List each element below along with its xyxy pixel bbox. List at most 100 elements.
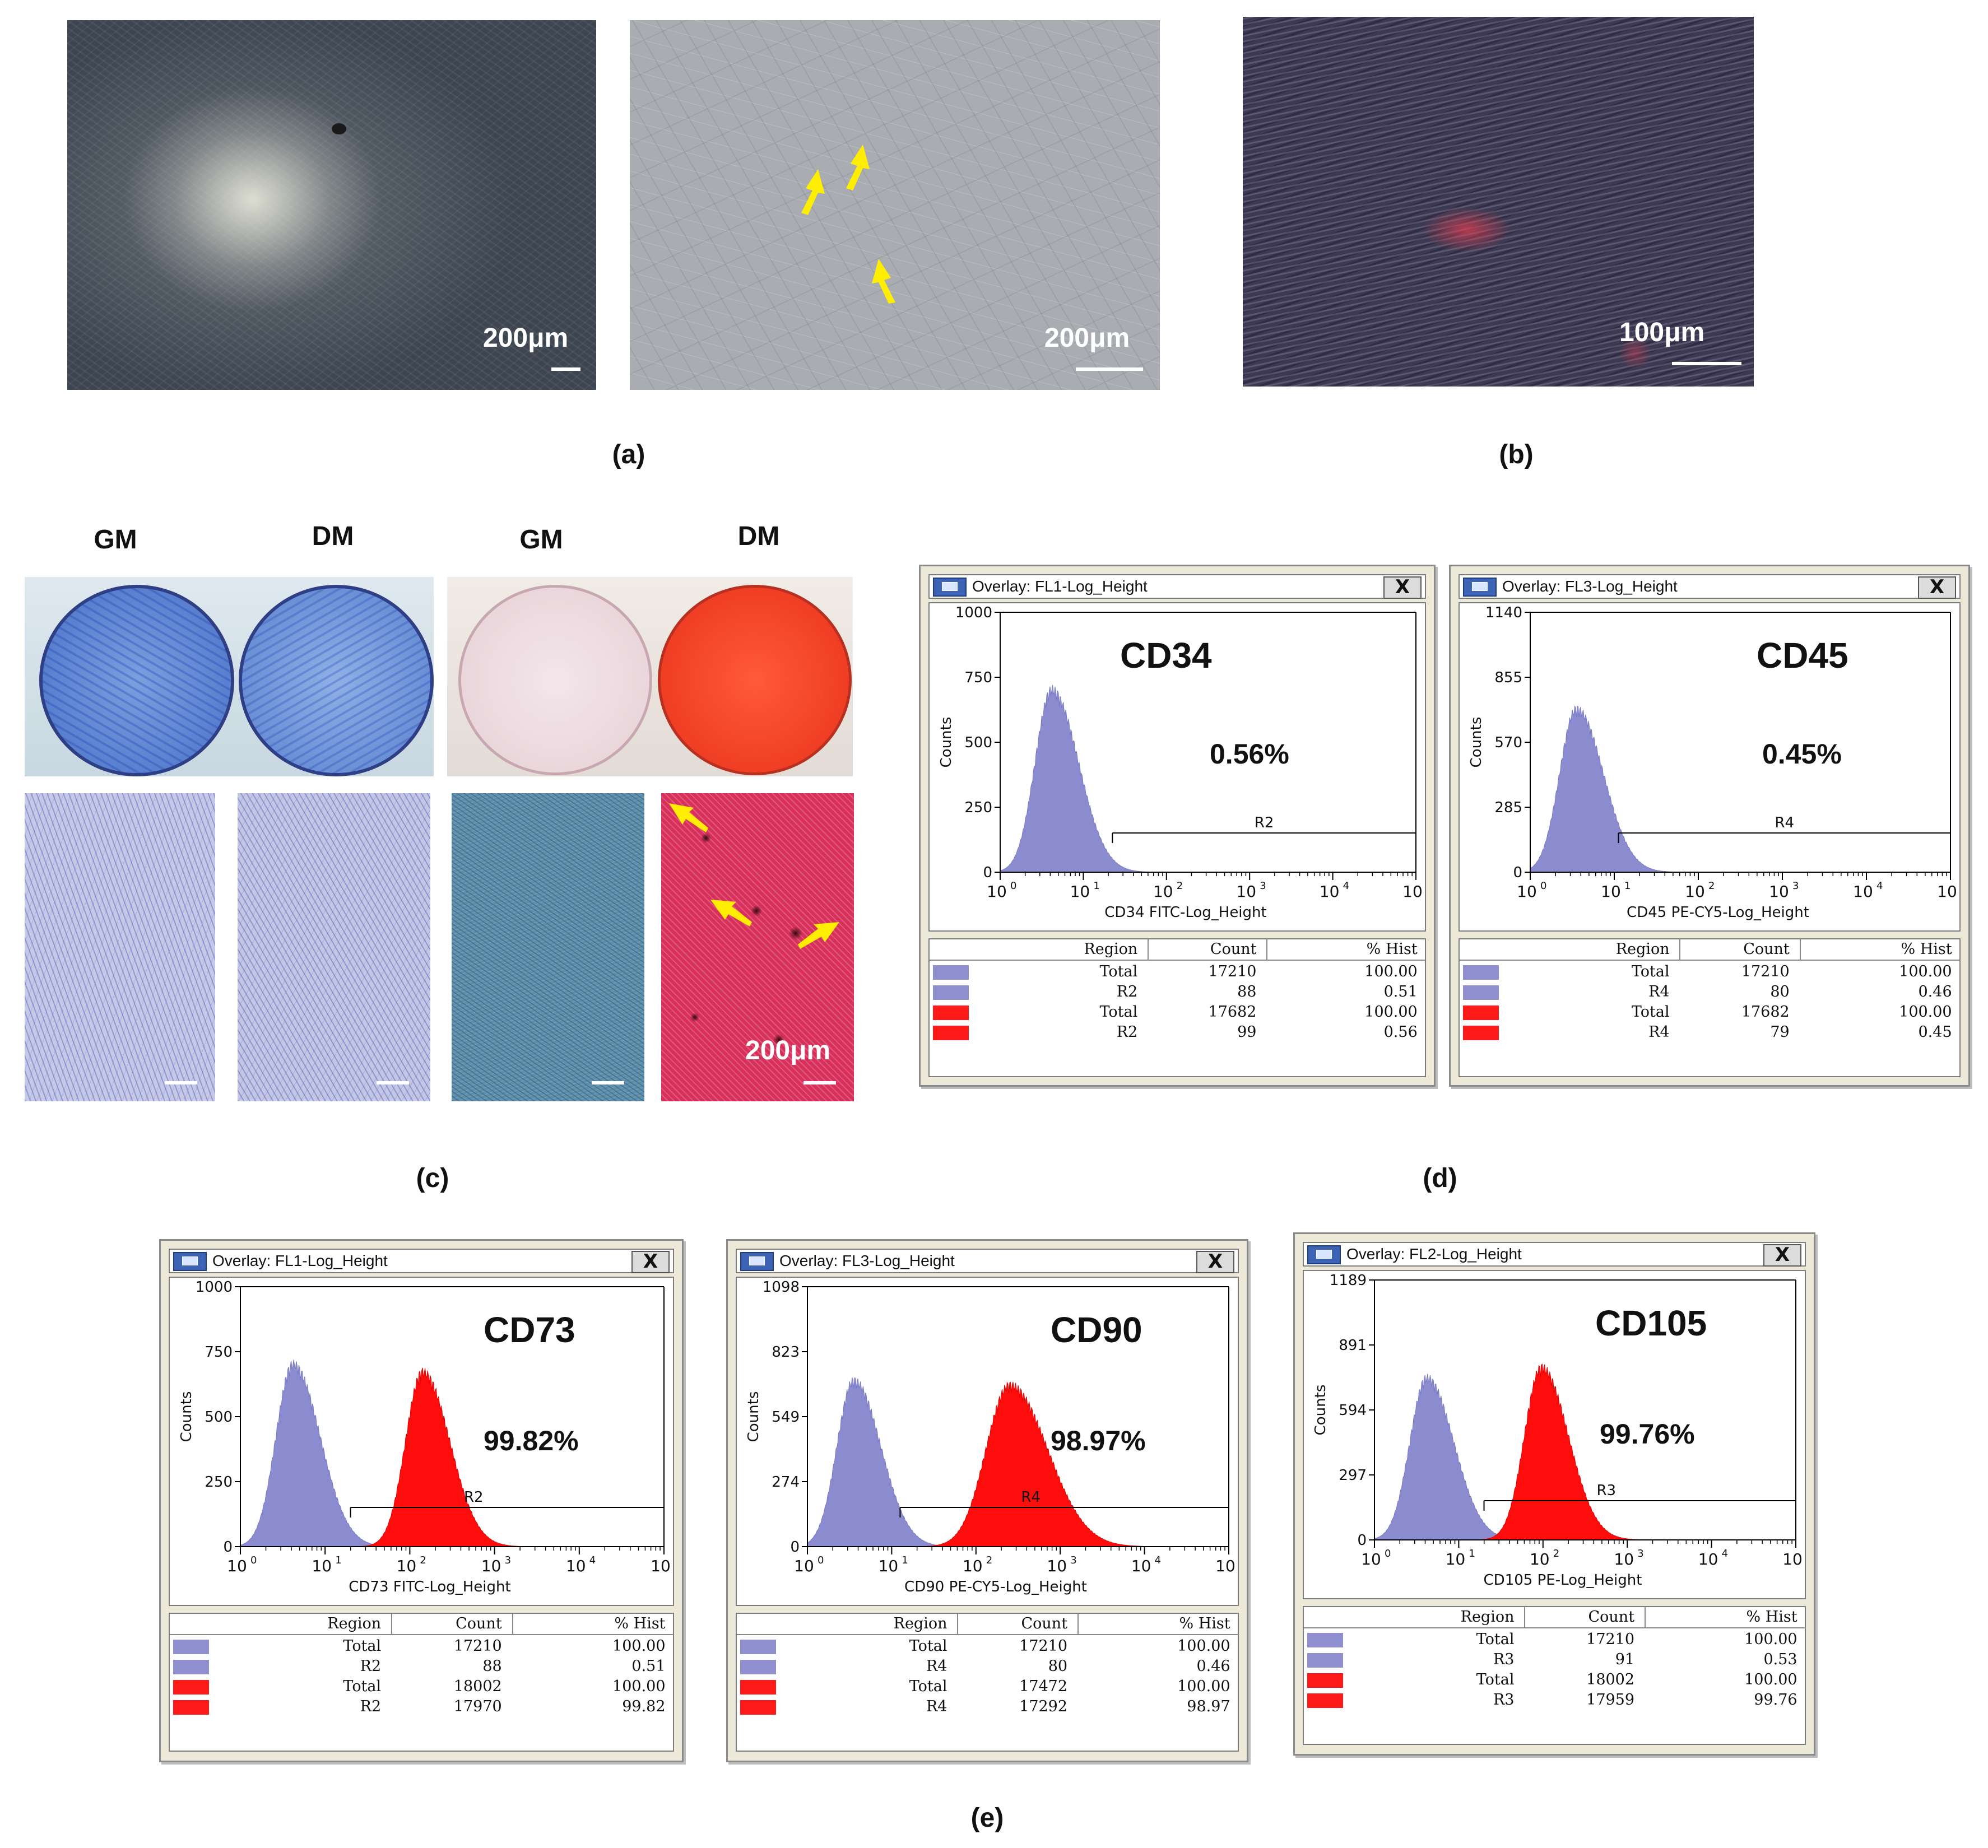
window-title: Overlay: FL2-Log_Height [1346, 1245, 1522, 1263]
column-header[interactable]: Count [1210, 941, 1257, 958]
y-tick-label: 0 [223, 1539, 233, 1556]
column-header[interactable]: % Hist [614, 1615, 666, 1632]
x-tick-exponent: 2 [420, 1554, 426, 1566]
table-header: Region Count % Hist [930, 939, 1425, 961]
x-tick-label: 10 [312, 1557, 332, 1575]
y-axis-label: Counts [1468, 717, 1485, 768]
arrow-icon [669, 803, 708, 832]
table-header: Region Count % Hist [1460, 939, 1959, 961]
series-color-swatch [173, 1660, 209, 1674]
x-tick-label: 10 [1402, 882, 1423, 901]
stain-micrograph-gm-red [452, 793, 644, 1101]
column-header[interactable]: Count [1021, 1615, 1068, 1632]
column-header[interactable]: Region [1615, 941, 1670, 958]
column-label-dm: DM [312, 522, 354, 551]
series-color-swatch [1307, 1633, 1343, 1647]
close-icon[interactable]: X [1763, 1244, 1801, 1267]
close-icon[interactable]: X [631, 1251, 670, 1273]
column-label-dm: DM [737, 522, 780, 551]
column-header[interactable]: % Hist [1901, 941, 1952, 958]
table-cell-count: 91 [1615, 1651, 1635, 1668]
y-tick-label: 500 [964, 734, 992, 751]
column-header[interactable]: Region [1460, 1608, 1515, 1626]
percent-positive: 98.97% [1051, 1425, 1146, 1456]
column-header[interactable]: % Hist [1746, 1608, 1797, 1626]
table-cell-region: Total [1476, 1671, 1515, 1688]
gate-region-label: R2 [1255, 814, 1274, 831]
x-tick-label: 10 [1320, 882, 1340, 901]
table-cell-region: R2 [1116, 1023, 1138, 1041]
table-cell-hist: 100.00 [1177, 1637, 1230, 1655]
scale-label: 100μm [1619, 318, 1705, 347]
table-cell-hist: 99.82 [622, 1698, 666, 1715]
table-header: Region Count % Hist [170, 1614, 673, 1635]
well-plate-blue [25, 577, 434, 776]
x-tick-exponent: 0 [818, 1554, 824, 1566]
series-color-swatch [740, 1660, 776, 1674]
column-header[interactable]: Count [1743, 941, 1790, 958]
x-tick-exponent: 1 [1093, 880, 1099, 892]
series-color-swatch [740, 1680, 776, 1695]
arrow-icon [798, 922, 839, 949]
series-color-swatch [740, 1640, 776, 1654]
x-tick-label: 10 [1685, 882, 1705, 901]
column-divider [391, 1614, 393, 1634]
window-app-icon [933, 578, 967, 597]
well-dm [658, 585, 852, 775]
table-cell-region: R2 [360, 1658, 382, 1675]
table-cell-count: 17210 [1586, 1631, 1635, 1648]
column-header[interactable]: Region [1084, 941, 1138, 958]
x-tick-label: 10 [1517, 882, 1537, 901]
column-header[interactable]: % Hist [1179, 1615, 1230, 1632]
series-color-swatch [933, 965, 969, 980]
close-icon[interactable]: X [1383, 576, 1422, 599]
x-tick-label: 10 [1047, 1557, 1067, 1575]
column-header[interactable]: % Hist [1366, 941, 1418, 958]
table-cell-count: 17210 [1208, 963, 1257, 980]
column-divider [1524, 1607, 1526, 1627]
y-tick-label: 0 [790, 1539, 800, 1556]
gate-region-label: R3 [1596, 1482, 1616, 1499]
scale-bar [165, 1081, 197, 1084]
table-cell-hist: 0.53 [1763, 1651, 1797, 1668]
histogram-chart: 02855708551140Counts100101102103104105CD… [1468, 604, 1957, 921]
micrograph-b: 100μm [1243, 17, 1754, 387]
close-icon[interactable]: X [1196, 1251, 1234, 1273]
x-tick-exponent: 1 [335, 1554, 341, 1566]
y-tick-label: 1098 [763, 1279, 800, 1296]
flow-window-cd45: Overlay: FL3-Log_Height X 0 285 570 855 1140 Co… [1449, 565, 1970, 1087]
x-tick-label: 10 [963, 1557, 983, 1575]
x-tick-label: 10 [1601, 882, 1621, 901]
table-cell-count: 17210 [1019, 1637, 1068, 1655]
column-header[interactable]: Region [893, 1615, 947, 1632]
table-cell-region: Total [1099, 963, 1138, 980]
y-tick-label: 750 [205, 1344, 233, 1361]
stain-micrograph-gm-blue [25, 793, 215, 1101]
column-header[interactable]: Region [327, 1615, 382, 1632]
scale-bar [592, 1081, 624, 1084]
table-cell-hist: 99.76 [1754, 1691, 1797, 1709]
y-axis-label: Counts [938, 717, 955, 768]
x-tick-label: 10 [566, 1557, 586, 1575]
y-axis-label: Counts [745, 1391, 762, 1442]
marker-label: CD105 [1595, 1303, 1707, 1343]
y-tick-label: 297 [1339, 1467, 1367, 1484]
window-title-bar: Overlay: FL2-Log_Height X [1303, 1242, 1806, 1267]
table-cell-hist: 0.51 [1383, 983, 1418, 1000]
column-header[interactable]: Count [456, 1615, 502, 1632]
table-cell-region: Total [909, 1678, 947, 1695]
table-cell-hist: 0.51 [631, 1658, 666, 1675]
column-divider [1679, 939, 1681, 960]
arrow-icon [801, 169, 825, 215]
series-color-swatch [740, 1700, 776, 1715]
column-divider [1147, 939, 1149, 960]
column-header[interactable]: Count [1588, 1608, 1635, 1626]
close-icon[interactable]: X [1918, 576, 1956, 599]
dark-spot [332, 123, 346, 134]
table-cell-region: R2 [360, 1698, 382, 1715]
table-cell-hist: 98.97 [1187, 1698, 1230, 1715]
x-tick-exponent: 4 [1876, 880, 1883, 892]
percent-positive: 99.82% [484, 1425, 579, 1456]
table-cell-region: R4 [926, 1658, 947, 1675]
flow-window-cd73: Overlay: FL1-Log_Height X 0 250 500 750 1000 Co… [159, 1239, 684, 1762]
